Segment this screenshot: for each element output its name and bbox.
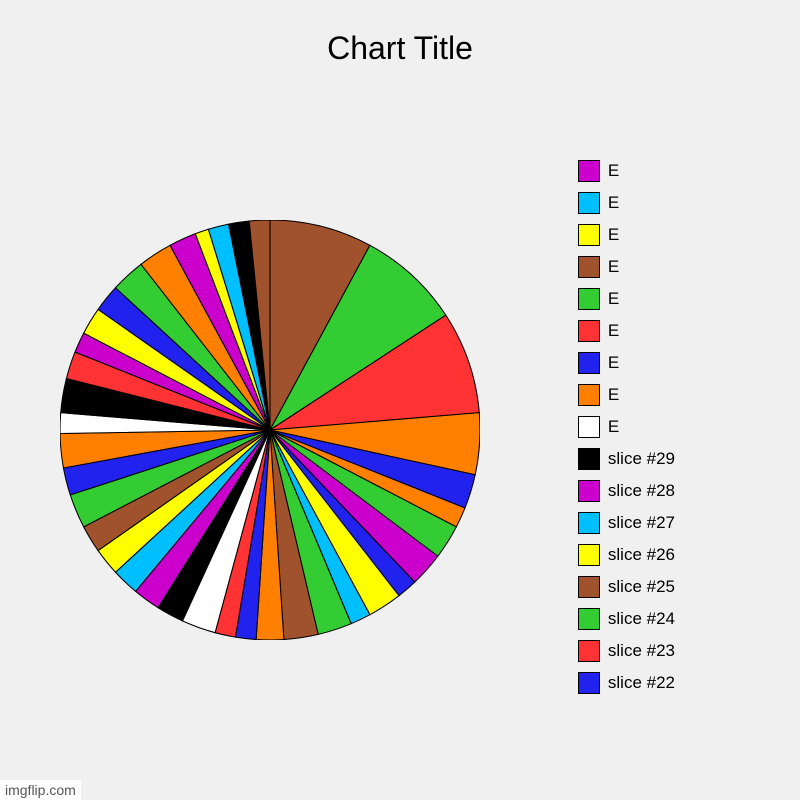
legend: EEEEEEEEEslice #29slice #28slice #27slic…: [578, 160, 675, 694]
legend-label: E: [608, 225, 619, 245]
legend-item: E: [578, 192, 675, 214]
legend-item: slice #23: [578, 640, 675, 662]
legend-label: slice #25: [608, 577, 675, 597]
legend-item: slice #28: [578, 480, 675, 502]
legend-item: E: [578, 160, 675, 182]
legend-label: slice #26: [608, 545, 675, 565]
legend-label: E: [608, 385, 619, 405]
legend-label: E: [608, 321, 619, 341]
legend-swatch: [578, 192, 600, 214]
legend-label: E: [608, 353, 619, 373]
legend-item: slice #26: [578, 544, 675, 566]
legend-item: E: [578, 416, 675, 438]
legend-label: slice #22: [608, 673, 675, 693]
legend-label: slice #24: [608, 609, 675, 629]
legend-swatch: [578, 608, 600, 630]
legend-swatch: [578, 224, 600, 246]
legend-swatch: [578, 256, 600, 278]
legend-swatch: [578, 320, 600, 342]
legend-label: E: [608, 289, 619, 309]
legend-swatch: [578, 352, 600, 374]
legend-item: slice #22: [578, 672, 675, 694]
legend-item: slice #24: [578, 608, 675, 630]
legend-swatch: [578, 160, 600, 182]
legend-item: E: [578, 288, 675, 310]
legend-swatch: [578, 576, 600, 598]
legend-label: slice #28: [608, 481, 675, 501]
legend-swatch: [578, 512, 600, 534]
legend-item: slice #27: [578, 512, 675, 534]
legend-label: E: [608, 193, 619, 213]
legend-label: E: [608, 257, 619, 277]
legend-label: slice #23: [608, 641, 675, 661]
legend-swatch: [578, 672, 600, 694]
legend-swatch: [578, 384, 600, 406]
legend-label: slice #27: [608, 513, 675, 533]
legend-swatch: [578, 416, 600, 438]
legend-label: E: [608, 161, 619, 181]
legend-item: slice #29: [578, 448, 675, 470]
legend-swatch: [578, 480, 600, 502]
legend-item: E: [578, 320, 675, 342]
legend-item: E: [578, 352, 675, 374]
watermark: imgflip.com: [0, 780, 81, 800]
legend-swatch: [578, 640, 600, 662]
legend-item: E: [578, 224, 675, 246]
legend-item: E: [578, 256, 675, 278]
legend-item: E: [578, 384, 675, 406]
legend-label: slice #29: [608, 449, 675, 469]
legend-swatch: [578, 544, 600, 566]
legend-item: slice #25: [578, 576, 675, 598]
pie-chart: [60, 220, 480, 640]
chart-title: Chart Title: [0, 30, 800, 67]
legend-swatch: [578, 288, 600, 310]
legend-label: E: [608, 417, 619, 437]
legend-swatch: [578, 448, 600, 470]
